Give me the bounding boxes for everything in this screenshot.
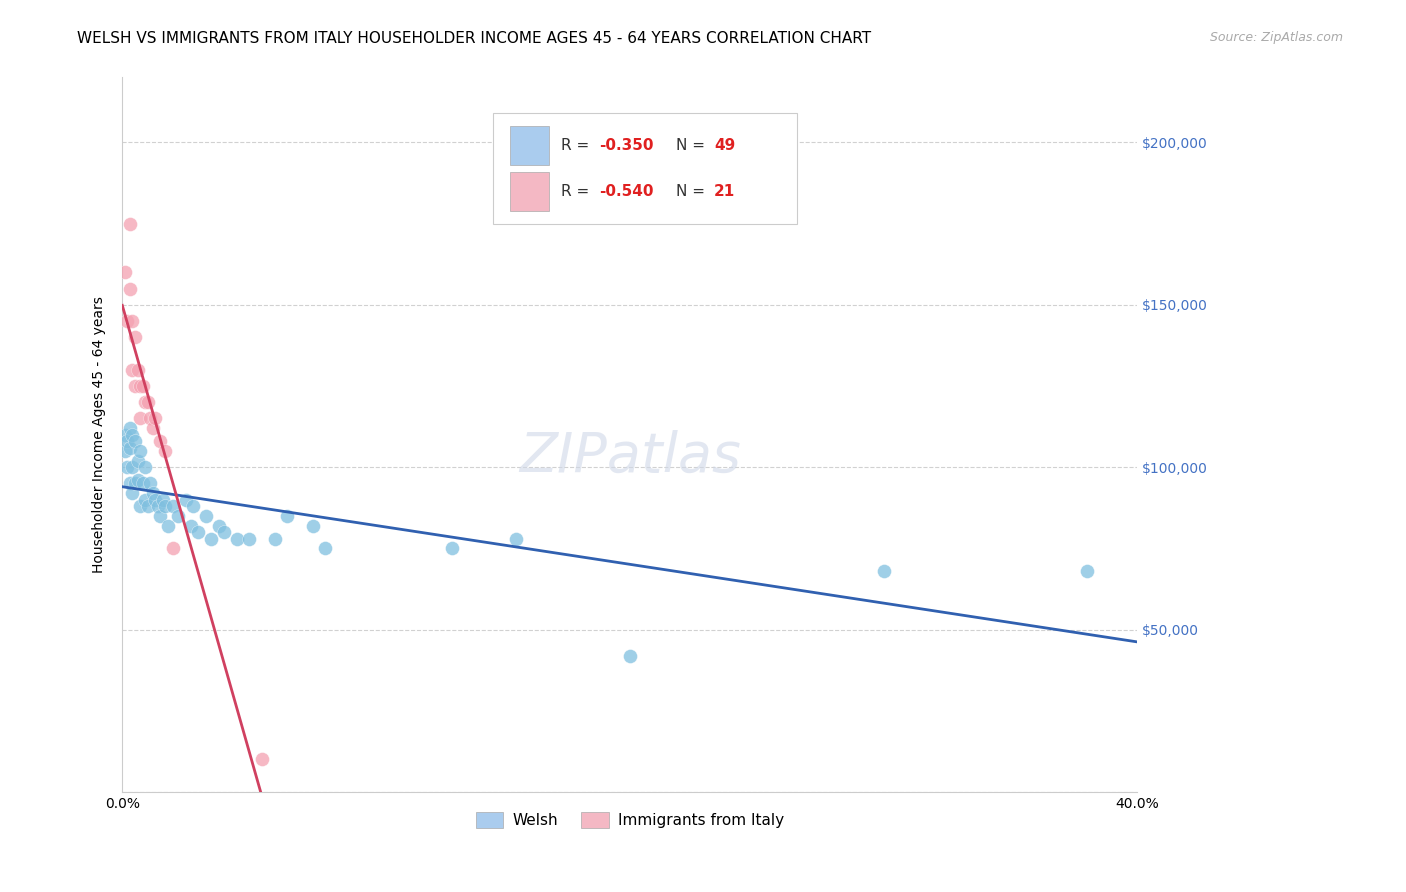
Point xyxy=(162,541,184,556)
Text: 21: 21 xyxy=(714,184,735,199)
Point xyxy=(155,444,177,458)
Point xyxy=(129,379,152,393)
Point xyxy=(129,499,152,513)
Point xyxy=(143,492,166,507)
Point xyxy=(124,330,146,344)
Point xyxy=(121,460,143,475)
Point xyxy=(118,281,141,295)
Point xyxy=(183,499,205,513)
Point xyxy=(263,532,285,546)
Point xyxy=(121,363,143,377)
Point xyxy=(134,395,156,409)
Point xyxy=(129,411,152,425)
Point xyxy=(118,217,141,231)
Point xyxy=(225,532,247,546)
Point xyxy=(114,265,136,279)
Point xyxy=(143,411,166,425)
Point xyxy=(1076,564,1098,578)
Point xyxy=(117,434,139,449)
Point xyxy=(167,508,190,523)
Point xyxy=(156,518,179,533)
Text: ZIPatlas: ZIPatlas xyxy=(519,430,741,483)
FancyBboxPatch shape xyxy=(510,126,548,165)
Point xyxy=(505,532,527,546)
Point xyxy=(118,476,141,491)
Text: R =: R = xyxy=(561,138,593,153)
Point xyxy=(238,532,260,546)
Text: -0.350: -0.350 xyxy=(599,138,654,153)
Point xyxy=(212,525,235,540)
Point xyxy=(118,441,141,455)
Point xyxy=(155,499,177,513)
Point xyxy=(149,434,172,449)
Legend: Welsh, Immigrants from Italy: Welsh, Immigrants from Italy xyxy=(470,806,790,834)
Text: R =: R = xyxy=(561,184,593,199)
Point xyxy=(162,499,184,513)
Point xyxy=(441,541,464,556)
Point xyxy=(114,444,136,458)
FancyBboxPatch shape xyxy=(510,171,548,211)
Point xyxy=(136,395,159,409)
Point xyxy=(121,486,143,500)
Point xyxy=(136,499,159,513)
Point xyxy=(127,363,149,377)
Y-axis label: Householder Income Ages 45 - 64 years: Householder Income Ages 45 - 64 years xyxy=(93,296,107,574)
Point xyxy=(139,411,162,425)
Point xyxy=(124,379,146,393)
Point xyxy=(619,648,641,663)
Point xyxy=(134,492,156,507)
Text: N =: N = xyxy=(675,138,710,153)
Point xyxy=(276,508,298,523)
Point xyxy=(139,476,162,491)
Point xyxy=(301,518,323,533)
Point xyxy=(117,460,139,475)
Point xyxy=(118,421,141,435)
Text: -0.540: -0.540 xyxy=(599,184,654,199)
Point xyxy=(152,492,174,507)
Point xyxy=(117,314,139,328)
Point xyxy=(121,427,143,442)
Point xyxy=(174,492,197,507)
Point xyxy=(200,532,222,546)
Point xyxy=(131,379,153,393)
Point xyxy=(187,525,209,540)
Text: WELSH VS IMMIGRANTS FROM ITALY HOUSEHOLDER INCOME AGES 45 - 64 YEARS CORRELATION: WELSH VS IMMIGRANTS FROM ITALY HOUSEHOLD… xyxy=(77,31,872,46)
Point xyxy=(114,427,136,442)
Text: N =: N = xyxy=(675,184,710,199)
Point xyxy=(180,518,202,533)
Point xyxy=(131,476,153,491)
Point xyxy=(149,508,172,523)
Point xyxy=(127,473,149,487)
Point xyxy=(121,314,143,328)
Point xyxy=(142,486,165,500)
Point xyxy=(250,752,273,766)
Text: Source: ZipAtlas.com: Source: ZipAtlas.com xyxy=(1209,31,1343,45)
Point xyxy=(134,460,156,475)
Point xyxy=(142,421,165,435)
Point xyxy=(146,499,169,513)
Point xyxy=(129,444,152,458)
Text: 49: 49 xyxy=(714,138,735,153)
Point xyxy=(124,476,146,491)
Point xyxy=(124,434,146,449)
Point xyxy=(314,541,336,556)
Point xyxy=(873,564,896,578)
FancyBboxPatch shape xyxy=(494,113,797,224)
Point xyxy=(195,508,218,523)
Point xyxy=(208,518,231,533)
Point xyxy=(127,453,149,467)
